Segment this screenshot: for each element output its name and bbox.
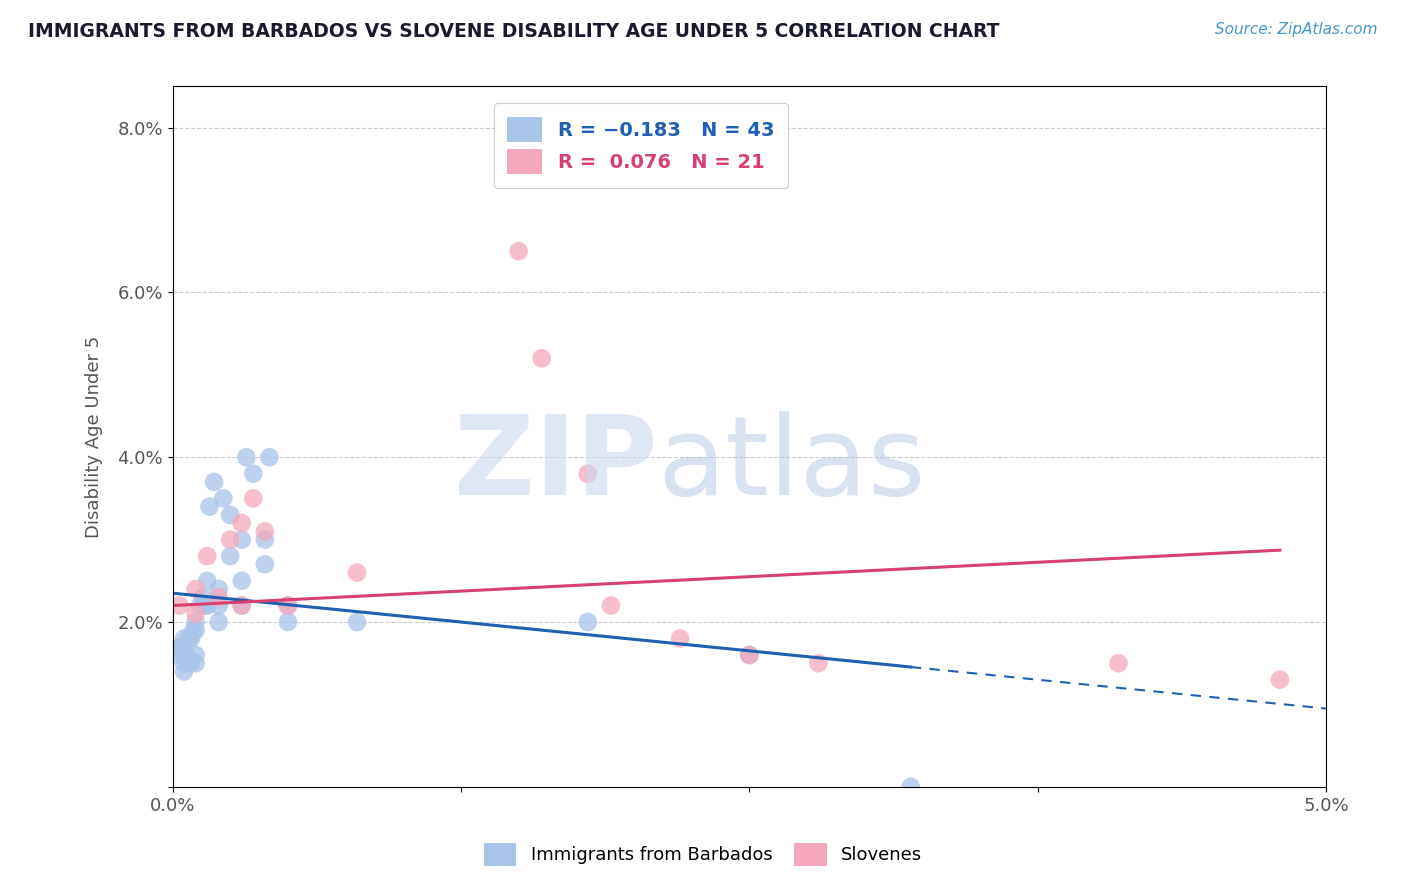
Text: IMMIGRANTS FROM BARBADOS VS SLOVENE DISABILITY AGE UNDER 5 CORRELATION CHART: IMMIGRANTS FROM BARBADOS VS SLOVENE DISA… bbox=[28, 22, 1000, 41]
Point bbox=[231, 574, 253, 588]
Point bbox=[170, 640, 193, 654]
Point bbox=[231, 599, 253, 613]
Point bbox=[194, 599, 217, 613]
Text: atlas: atlas bbox=[657, 411, 925, 518]
Text: Source: ZipAtlas.com: Source: ZipAtlas.com bbox=[1215, 22, 1378, 37]
Point bbox=[173, 665, 195, 679]
Point bbox=[208, 591, 231, 605]
Point bbox=[346, 566, 368, 580]
Point bbox=[188, 599, 211, 613]
Point bbox=[576, 615, 599, 629]
Point bbox=[1268, 673, 1291, 687]
Point bbox=[738, 648, 761, 662]
Point bbox=[346, 615, 368, 629]
Point bbox=[184, 615, 207, 629]
Point bbox=[177, 632, 200, 646]
Point bbox=[277, 599, 299, 613]
Point bbox=[669, 632, 692, 646]
Point bbox=[173, 648, 195, 662]
Point bbox=[191, 591, 214, 605]
Point bbox=[231, 516, 253, 530]
Point bbox=[738, 648, 761, 662]
Point bbox=[208, 582, 231, 596]
Point bbox=[576, 467, 599, 481]
Point bbox=[195, 599, 218, 613]
Point bbox=[1107, 657, 1129, 671]
Point bbox=[219, 549, 242, 563]
Point bbox=[253, 558, 276, 572]
Text: ZIP: ZIP bbox=[454, 411, 657, 518]
Point bbox=[212, 491, 235, 506]
Point bbox=[176, 648, 198, 662]
Point bbox=[184, 607, 207, 621]
Point bbox=[184, 648, 207, 662]
Point bbox=[259, 450, 281, 465]
Point bbox=[253, 524, 276, 539]
Point bbox=[173, 657, 195, 671]
Y-axis label: Disability Age Under 5: Disability Age Under 5 bbox=[86, 335, 103, 538]
Point bbox=[173, 632, 195, 646]
Point bbox=[508, 244, 530, 259]
Point bbox=[900, 780, 922, 794]
Point bbox=[169, 599, 191, 613]
Point bbox=[180, 632, 202, 646]
Point bbox=[219, 508, 242, 522]
Point bbox=[180, 657, 202, 671]
Point bbox=[530, 351, 553, 366]
Point bbox=[208, 615, 231, 629]
Point bbox=[169, 640, 191, 654]
Point bbox=[202, 475, 225, 489]
Point bbox=[253, 533, 276, 547]
Point bbox=[184, 624, 207, 638]
Point bbox=[169, 648, 191, 662]
Point bbox=[208, 599, 231, 613]
Point bbox=[195, 574, 218, 588]
Point bbox=[219, 533, 242, 547]
Point bbox=[807, 657, 830, 671]
Point bbox=[242, 467, 264, 481]
Point bbox=[231, 533, 253, 547]
Point bbox=[195, 549, 218, 563]
Point bbox=[184, 582, 207, 596]
Point bbox=[277, 615, 299, 629]
Point bbox=[184, 657, 207, 671]
Point bbox=[599, 599, 621, 613]
Point bbox=[198, 500, 221, 514]
Point bbox=[242, 491, 264, 506]
Legend: Immigrants from Barbados, Slovenes: Immigrants from Barbados, Slovenes bbox=[471, 830, 935, 879]
Point bbox=[235, 450, 257, 465]
Point bbox=[181, 624, 204, 638]
Legend: R = −0.183   N = 43, R =  0.076   N = 21: R = −0.183 N = 43, R = 0.076 N = 21 bbox=[494, 103, 787, 188]
Point bbox=[277, 599, 299, 613]
Point bbox=[231, 599, 253, 613]
